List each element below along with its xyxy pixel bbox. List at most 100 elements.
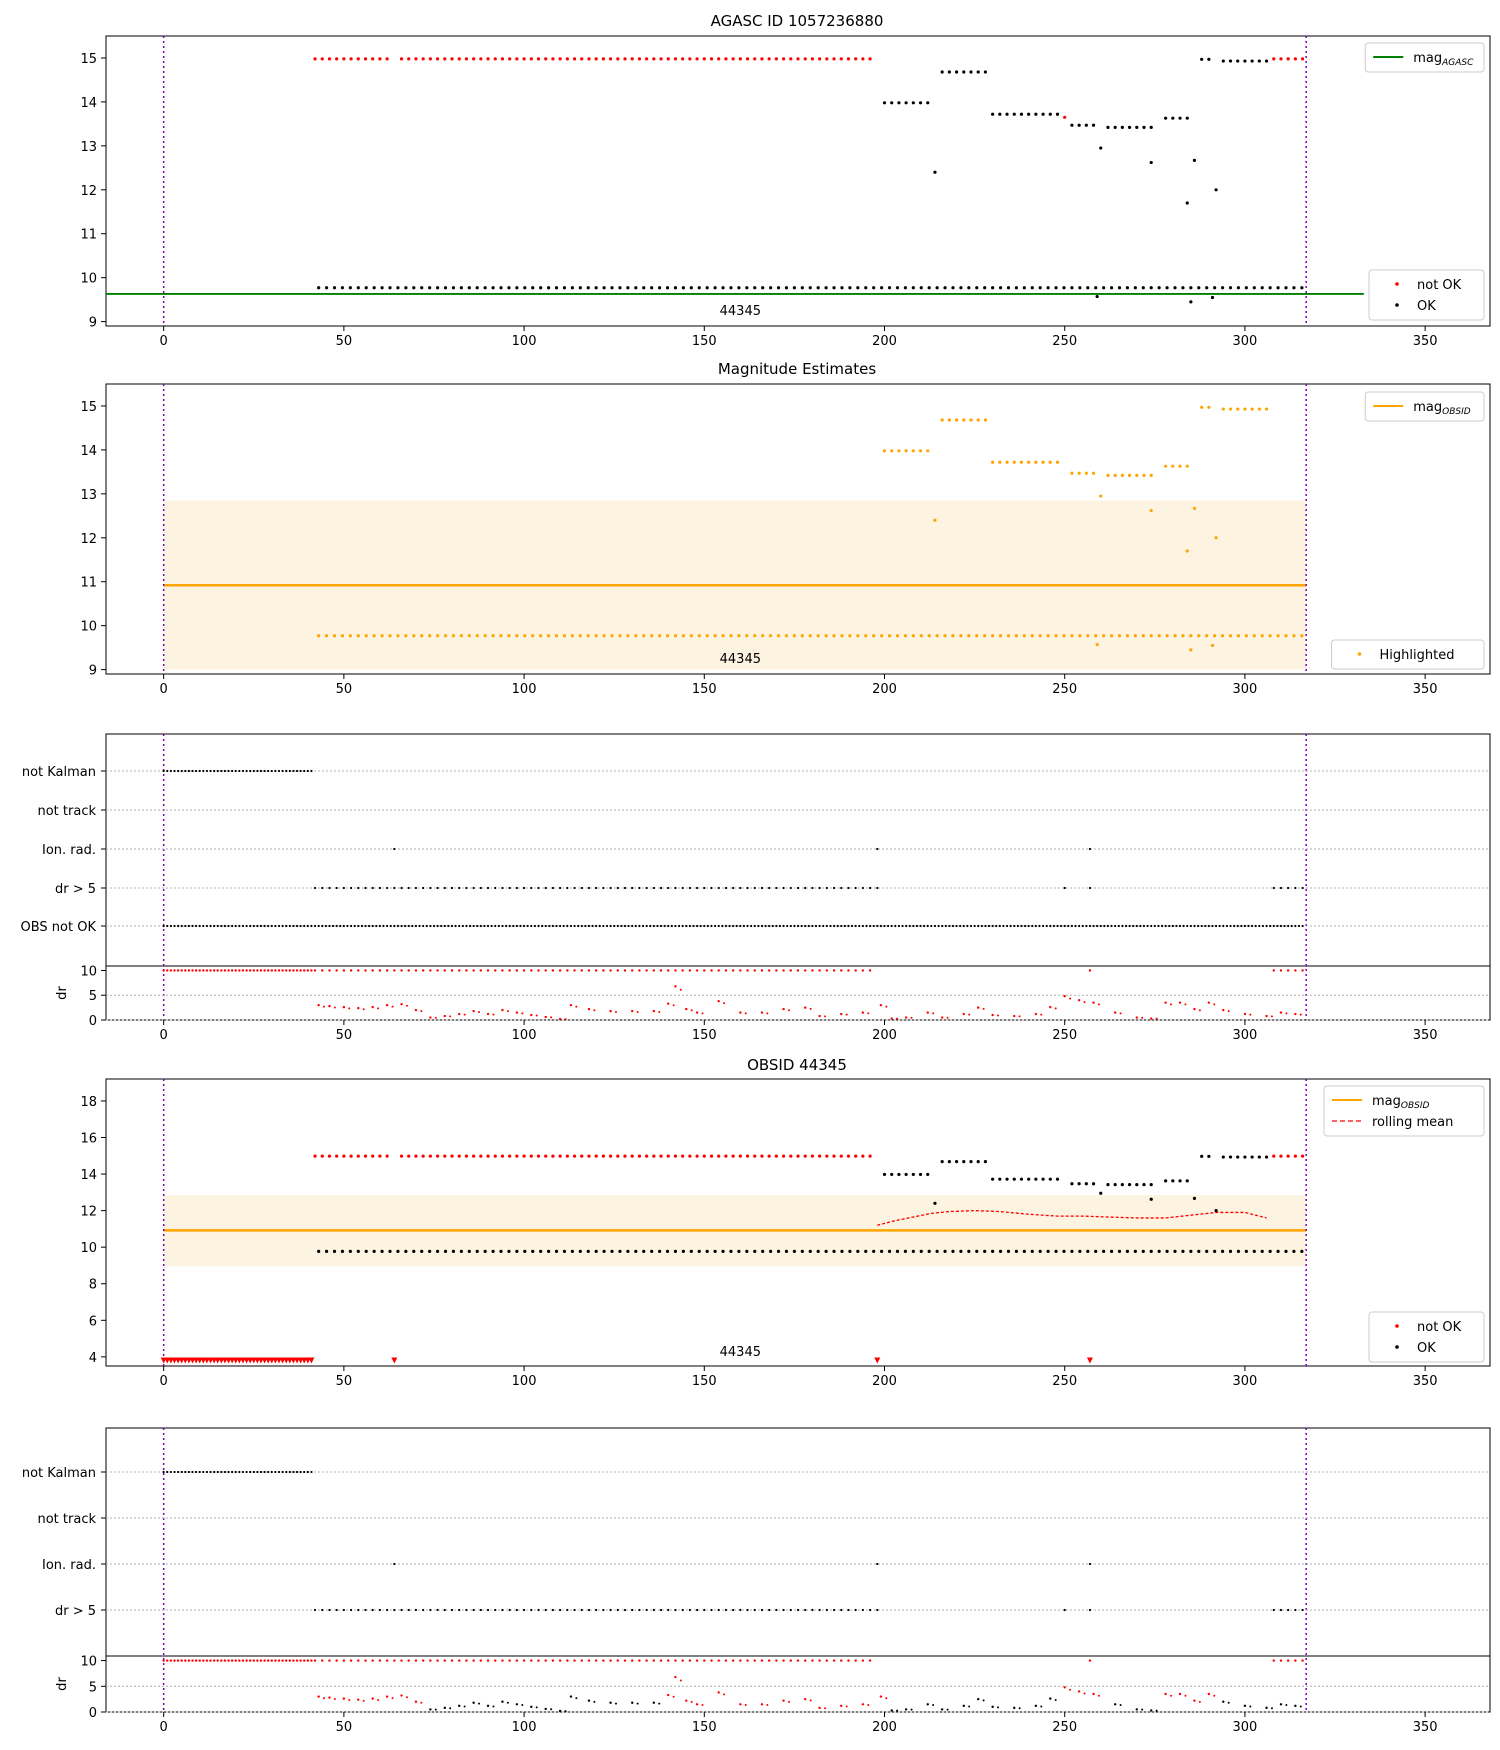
flag-point bbox=[486, 886, 490, 890]
not-ok-point bbox=[803, 1154, 807, 1158]
not-ok-point bbox=[673, 57, 678, 61]
dr-not-ok-point bbox=[544, 1659, 547, 1662]
dr-not-ok-point bbox=[371, 969, 374, 972]
flag-point bbox=[768, 886, 771, 890]
not-ok-point bbox=[371, 57, 375, 61]
flag-point bbox=[238, 1470, 241, 1474]
dr-not-ok-point bbox=[573, 969, 576, 972]
not-ok-point bbox=[399, 57, 404, 61]
dr-not-ok-point bbox=[303, 969, 306, 972]
not-ok-point bbox=[1286, 1154, 1290, 1158]
not-ok-point bbox=[745, 57, 750, 61]
dr-not-ok-point bbox=[667, 1659, 670, 1662]
flag-point bbox=[876, 1608, 879, 1612]
not-ok-point bbox=[637, 57, 642, 61]
ok-point bbox=[364, 1249, 368, 1253]
ok-point bbox=[1252, 1249, 1256, 1253]
ok-point bbox=[1070, 286, 1074, 290]
ok-point bbox=[388, 286, 392, 290]
flag-point bbox=[443, 886, 446, 890]
flag-point bbox=[652, 1608, 655, 1612]
ok-point bbox=[1041, 1177, 1045, 1181]
flag-point bbox=[829, 924, 832, 928]
ok-point bbox=[1300, 1249, 1304, 1253]
flag-point bbox=[515, 1608, 518, 1612]
x-tick-label: 200 bbox=[872, 1720, 897, 1735]
dr-point bbox=[544, 1707, 547, 1711]
not-ok-point bbox=[371, 1154, 375, 1158]
dr-not-ok-point bbox=[274, 969, 277, 972]
flag-point bbox=[386, 886, 389, 890]
flag-point bbox=[1038, 924, 1041, 928]
dr-not-ok-point bbox=[681, 1659, 684, 1662]
ok-point bbox=[658, 286, 662, 290]
highlighted-point bbox=[1084, 471, 1088, 475]
ok-point bbox=[523, 286, 527, 290]
flag-point bbox=[728, 924, 731, 928]
ok-point bbox=[1181, 1249, 1185, 1253]
dr-not-ok-point bbox=[739, 969, 742, 972]
dr-point bbox=[434, 1708, 437, 1711]
ok-point bbox=[864, 286, 868, 290]
dr-point bbox=[1243, 1012, 1247, 1016]
flag-point bbox=[209, 1470, 212, 1474]
flag-point bbox=[180, 1470, 183, 1474]
ok-point bbox=[1236, 59, 1240, 63]
ok-point bbox=[998, 286, 1003, 290]
not-ok-point bbox=[407, 57, 411, 61]
flag-point bbox=[868, 1608, 872, 1612]
dr-not-ok-point bbox=[515, 1659, 519, 1662]
ok-point bbox=[926, 1172, 930, 1177]
dr-point bbox=[968, 1013, 971, 1016]
highlighted-point bbox=[1041, 460, 1045, 464]
panel2-title: Magnitude Estimates bbox=[718, 360, 876, 378]
dr-point bbox=[840, 1012, 843, 1016]
not-ok-point bbox=[1279, 1154, 1283, 1158]
flag-point bbox=[274, 924, 277, 928]
dr-not-ok-point bbox=[609, 969, 612, 972]
flag-point bbox=[202, 769, 205, 773]
dr-point bbox=[530, 1013, 533, 1017]
dr-point bbox=[323, 1697, 326, 1700]
flag-point bbox=[746, 886, 749, 890]
highlighted-point bbox=[1189, 648, 1193, 652]
dr-point bbox=[1184, 1003, 1187, 1006]
flag-point bbox=[641, 924, 645, 928]
ok-point bbox=[412, 1249, 416, 1253]
flag-point bbox=[533, 924, 536, 928]
ok-point bbox=[911, 1172, 915, 1177]
flag-point bbox=[1041, 924, 1045, 928]
flag-point bbox=[216, 1470, 219, 1474]
ok-point bbox=[1260, 1249, 1264, 1253]
flag-point bbox=[742, 924, 746, 928]
flag-point bbox=[724, 1608, 728, 1612]
flag-point bbox=[1301, 924, 1304, 928]
flag-point bbox=[1211, 924, 1214, 928]
flag-point bbox=[695, 924, 699, 928]
flag-point bbox=[209, 924, 212, 928]
flag-point bbox=[645, 886, 648, 890]
ok-point bbox=[1078, 286, 1082, 290]
highlighted-point bbox=[1027, 460, 1031, 464]
flag-point bbox=[303, 1470, 306, 1474]
ok-point bbox=[372, 286, 376, 290]
flag-point bbox=[202, 924, 205, 928]
not-ok-point bbox=[565, 57, 569, 61]
flag-point bbox=[1214, 924, 1218, 928]
dr-not-ok-point bbox=[205, 1659, 209, 1662]
flag-point bbox=[667, 924, 670, 928]
flag-point bbox=[277, 769, 281, 773]
flag-point bbox=[443, 1608, 446, 1612]
dr-axis-label: dr bbox=[55, 1677, 70, 1691]
dr-not-ok-point bbox=[537, 969, 540, 972]
not-ok-point bbox=[363, 1154, 368, 1158]
highlighted-point bbox=[467, 634, 471, 638]
flag-point bbox=[818, 924, 821, 928]
flag-point bbox=[310, 924, 313, 928]
ok-point bbox=[1038, 1249, 1042, 1253]
ok-point bbox=[947, 70, 951, 74]
highlighted-point bbox=[594, 634, 598, 638]
dr-not-ok-point bbox=[295, 969, 299, 972]
ok-point bbox=[903, 286, 908, 290]
highlighted-point bbox=[634, 634, 638, 638]
